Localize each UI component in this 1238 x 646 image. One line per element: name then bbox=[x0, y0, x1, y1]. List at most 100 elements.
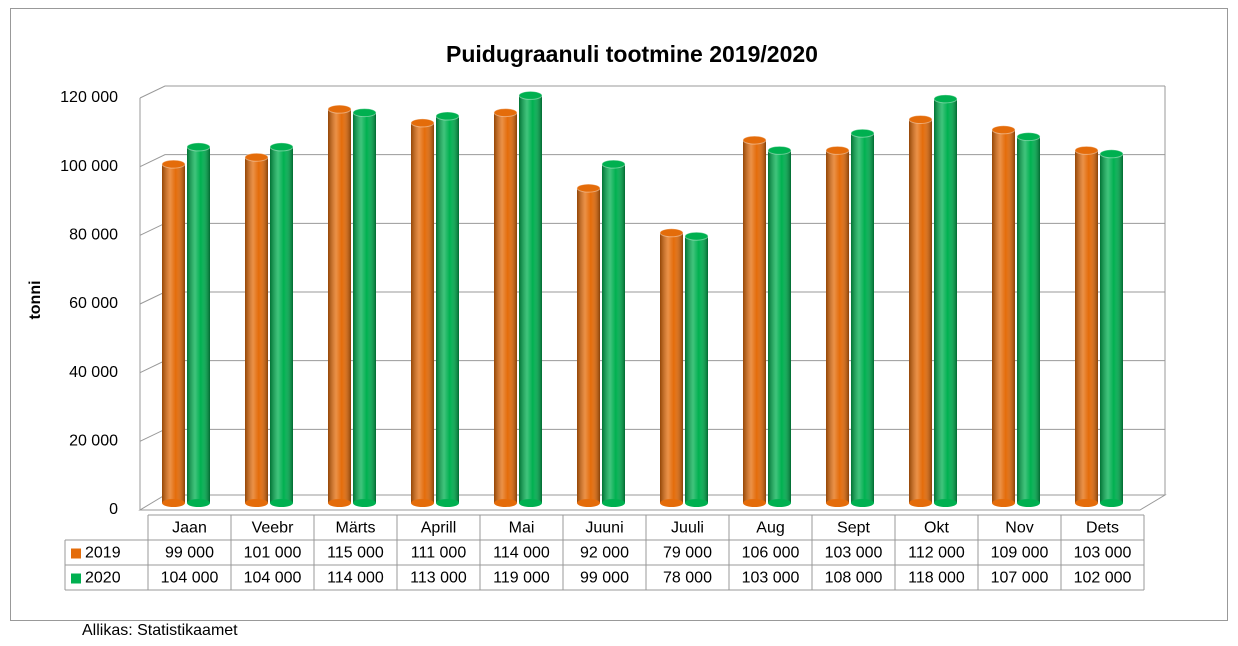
bar-base bbox=[992, 499, 1015, 507]
y-tick-label: 80 000 bbox=[69, 227, 118, 244]
bar-cap bbox=[244, 152, 269, 162]
bar-cap bbox=[742, 135, 767, 145]
grid-line bbox=[139, 85, 1165, 99]
bar-shade bbox=[743, 140, 766, 504]
data-label: 119 000 bbox=[493, 570, 550, 587]
bar-cap bbox=[767, 145, 792, 155]
bar-shade bbox=[602, 164, 625, 503]
bar-shade bbox=[519, 95, 542, 503]
bar-cap bbox=[933, 94, 958, 104]
bar-shade bbox=[353, 112, 376, 503]
bar-base bbox=[187, 499, 210, 507]
bar-cap bbox=[518, 90, 543, 100]
x-tick-label: Mai bbox=[509, 520, 535, 537]
x-tick-label: Okt bbox=[924, 520, 949, 537]
data-label: 114 000 bbox=[493, 545, 550, 562]
bar-cap bbox=[1016, 132, 1041, 142]
bar-base bbox=[353, 499, 376, 507]
bar-base bbox=[1100, 499, 1123, 507]
data-label: 103 000 bbox=[1074, 545, 1132, 562]
bar-shade bbox=[992, 129, 1015, 503]
x-tick-label: Veebr bbox=[252, 520, 294, 537]
legend-swatch bbox=[71, 573, 81, 584]
data-label: 101 000 bbox=[244, 545, 302, 562]
y-tick-label: 20 000 bbox=[69, 433, 118, 450]
bar-shade bbox=[577, 188, 600, 503]
x-tick-label: Aug bbox=[756, 520, 784, 537]
bar-shade bbox=[685, 236, 708, 503]
bar-shade bbox=[826, 150, 849, 503]
y-tick-label: 100 000 bbox=[60, 158, 118, 175]
bar-shade bbox=[245, 157, 268, 503]
bar-base bbox=[1017, 499, 1040, 507]
data-label: 102 000 bbox=[1074, 570, 1132, 587]
x-tick-label: Nov bbox=[1005, 520, 1033, 537]
bar-shade bbox=[187, 146, 210, 503]
y-tick-label: 120 000 bbox=[60, 89, 118, 106]
bar-shade bbox=[411, 122, 434, 504]
bar-shade bbox=[270, 146, 293, 503]
bar-base bbox=[602, 499, 625, 507]
bar-cap bbox=[850, 128, 875, 138]
data-label: 106 000 bbox=[742, 545, 800, 562]
bar-cap bbox=[352, 108, 377, 118]
bar-shade bbox=[660, 232, 683, 503]
bar-base bbox=[909, 499, 932, 507]
bar-cap bbox=[576, 183, 601, 193]
data-label: 108 000 bbox=[825, 570, 883, 587]
y-tick-label: 60 000 bbox=[69, 295, 118, 312]
data-label: 112 000 bbox=[908, 545, 965, 562]
chart-frame bbox=[10, 8, 1228, 621]
bar-base bbox=[436, 499, 459, 507]
bar-base bbox=[328, 499, 351, 507]
y-axis-label: tonni bbox=[27, 280, 44, 319]
x-tick-label: Dets bbox=[1086, 520, 1119, 537]
chart-title: Puidugraanuli tootmine 2019/2020 bbox=[446, 41, 818, 67]
bar-base bbox=[270, 499, 293, 507]
x-tick-label: Sept bbox=[837, 520, 870, 537]
bar-cap bbox=[327, 104, 352, 114]
data-label: 103 000 bbox=[825, 545, 883, 562]
data-label: 118 000 bbox=[908, 570, 965, 587]
bar-cap bbox=[493, 108, 518, 118]
data-label: 99 000 bbox=[580, 570, 629, 587]
bar-shade bbox=[1100, 153, 1123, 504]
bar-cap bbox=[601, 159, 626, 169]
bar-base bbox=[743, 499, 766, 507]
x-tick-label: Jaan bbox=[172, 520, 207, 537]
bar-base bbox=[660, 499, 683, 507]
bar-cap bbox=[269, 142, 294, 152]
legend-label: 2020 bbox=[85, 570, 121, 587]
data-label: 103 000 bbox=[742, 570, 800, 587]
bar-base bbox=[768, 499, 791, 507]
bar-cap bbox=[410, 118, 435, 128]
bar-shade bbox=[768, 150, 791, 503]
data-label: 107 000 bbox=[991, 570, 1049, 587]
bar-cap bbox=[435, 111, 460, 121]
data-label: 115 000 bbox=[327, 545, 384, 562]
bar-cap bbox=[161, 159, 186, 169]
bar-base bbox=[685, 499, 708, 507]
data-label: 104 000 bbox=[244, 570, 302, 587]
bar-base bbox=[162, 499, 185, 507]
bar-cap bbox=[991, 125, 1016, 135]
x-tick-label: Märts bbox=[336, 520, 376, 537]
data-label: 111 000 bbox=[411, 545, 467, 562]
source-note: Allikas: Statistikaamet bbox=[82, 622, 238, 639]
bar-base bbox=[826, 499, 849, 507]
bar-base bbox=[934, 499, 957, 507]
bar-base bbox=[577, 499, 600, 507]
data-label: 104 000 bbox=[161, 570, 219, 587]
x-tick-label: Aprill bbox=[421, 520, 457, 537]
bar-cap bbox=[186, 142, 211, 152]
bar-shade bbox=[934, 98, 957, 503]
bar-cap bbox=[1099, 149, 1124, 159]
bar-shade bbox=[909, 119, 932, 503]
bar-shade bbox=[1017, 136, 1040, 503]
bar-shade bbox=[328, 109, 351, 504]
bar-cap bbox=[684, 231, 709, 241]
x-tick-label: Juuli bbox=[671, 520, 704, 537]
bar-base bbox=[1075, 499, 1098, 507]
bar-base bbox=[245, 499, 268, 507]
